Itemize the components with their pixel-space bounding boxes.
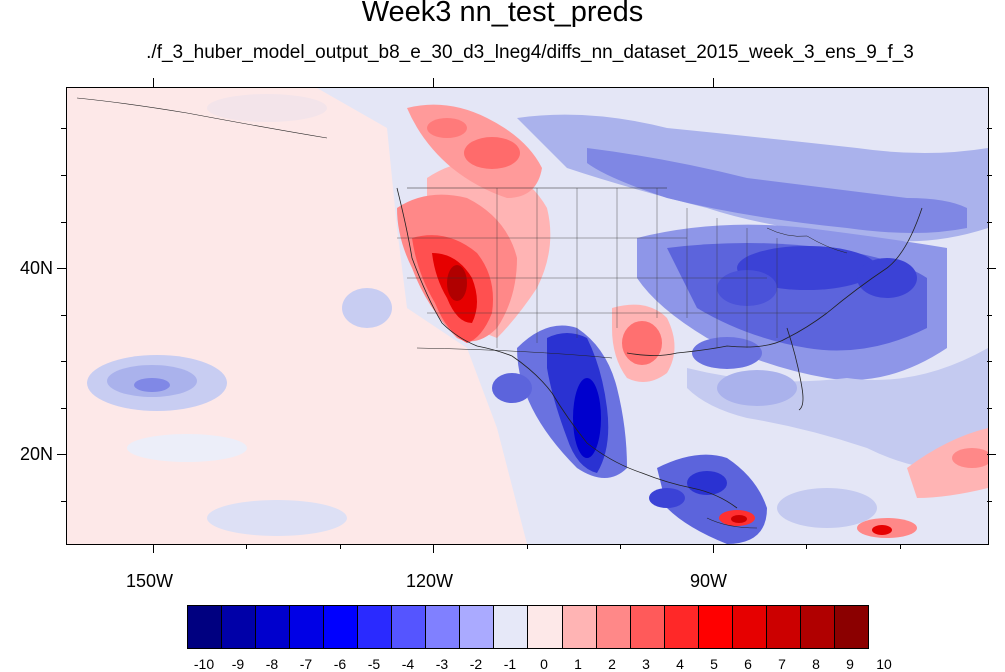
colorbar-swatch (630, 606, 665, 648)
plot-subtitle: ./f_3_huber_model_output_b8_e_30_d3_lneg… (146, 42, 914, 63)
colorbar-swatch (358, 606, 393, 648)
colorbar-label: 2 (608, 656, 616, 672)
colorbar-swatch (290, 606, 325, 648)
colorbar-label: 7 (778, 656, 786, 672)
lon-minor-tick (527, 544, 528, 549)
lon-label-150w: 150W (126, 571, 174, 591)
colorbar-swatch (562, 606, 597, 648)
colorbar-swatch (664, 606, 699, 648)
lon-minor-tick (620, 544, 621, 549)
colorbar-label: 8 (812, 656, 820, 672)
colorbar-label: -5 (367, 656, 381, 672)
colorbar-label: 0 (540, 656, 548, 672)
colorbar-label: 5 (710, 656, 718, 672)
lat-minor-tick (987, 408, 992, 409)
colorbar-swatch (698, 606, 733, 648)
lat-minor-tick (987, 315, 992, 316)
colorbar-swatch (834, 606, 868, 648)
forecast-difference-map (67, 88, 988, 544)
plot-title: Week3 nn_test_preds (361, 0, 644, 28)
lon-label-90w: 90W (690, 571, 728, 591)
colorbar-label: -2 (469, 656, 483, 672)
colorbar-swatch (596, 606, 631, 648)
colorbar-label: 6 (744, 656, 752, 672)
lon-minor-tick (246, 544, 247, 549)
lat-minor-tick (61, 501, 66, 502)
colorbar-label: -6 (333, 656, 347, 672)
colorbar-swatch (324, 606, 359, 648)
lon-tick-top (153, 78, 154, 87)
colorbar-swatch (392, 606, 427, 648)
colorbar-swatch (494, 606, 529, 648)
lat-minor-tick (987, 501, 992, 502)
lon-tick-90w (713, 544, 714, 553)
colorbar-label: -1 (503, 656, 517, 672)
lat-minor-tick (987, 128, 992, 129)
colorbar-label: 9 (846, 656, 854, 672)
colorbar-swatch (732, 606, 767, 648)
lon-tick-150w (153, 544, 154, 553)
colorbar-swatch (188, 606, 223, 648)
lat-minor-tick (987, 222, 992, 223)
colorbar-swatch (222, 606, 257, 648)
lon-minor-tick (900, 544, 901, 549)
colorbar-swatch (800, 606, 835, 648)
colorbar-swatch (426, 606, 461, 648)
lat-tick-20n-right (987, 454, 996, 455)
lon-tick-top (433, 78, 434, 87)
lat-tick-20n-left (57, 454, 66, 455)
lat-tick-40n-right (987, 268, 996, 269)
lon-minor-tick (806, 544, 807, 549)
lon-label-120w: 120W (406, 571, 454, 591)
colorbar-swatch (256, 606, 291, 648)
colorbar-label: 1 (574, 656, 582, 672)
lon-tick-top (713, 78, 714, 87)
lat-minor-tick (987, 361, 992, 362)
lat-minor-tick (987, 175, 992, 176)
lat-minor-tick (61, 408, 66, 409)
colorbar-label: -7 (299, 656, 313, 672)
colorbar-label: -4 (401, 656, 415, 672)
lat-minor-tick (61, 361, 66, 362)
colorbar-label: -10 (193, 656, 215, 672)
colorbar-swatch (766, 606, 801, 648)
colorbar (187, 605, 869, 649)
lat-minor-tick (61, 222, 66, 223)
lat-label-40n: 40N (20, 258, 54, 278)
lon-tick-120w (433, 544, 434, 553)
colorbar-swatch (460, 606, 495, 648)
map-plot-area (66, 87, 989, 545)
lat-tick-40n-left (57, 268, 66, 269)
colorbar-label: 3 (642, 656, 650, 672)
lat-minor-tick (61, 175, 66, 176)
colorbar-label: 4 (676, 656, 684, 672)
colorbar-swatch (528, 606, 563, 648)
lat-minor-tick (61, 315, 66, 316)
colorbar-label: -9 (231, 656, 245, 672)
lat-minor-tick (61, 128, 66, 129)
colorbar-label: -8 (265, 656, 279, 672)
lat-label-20n: 20N (20, 444, 54, 464)
lon-minor-tick (340, 544, 341, 549)
colorbar-label: 10 (876, 656, 892, 672)
colorbar-label: -3 (435, 656, 449, 672)
